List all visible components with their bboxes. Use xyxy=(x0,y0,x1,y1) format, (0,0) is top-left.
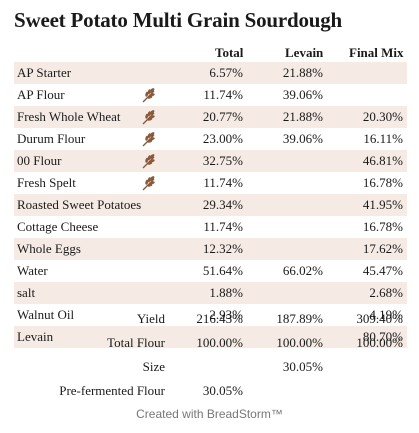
ingredient-row: Cottage Cheese 11.74% 16.78% xyxy=(14,216,407,238)
summary-label: Total Flour xyxy=(107,335,165,350)
summary-row: Total Flour 100.00% 100.00% 100.00% xyxy=(14,332,407,354)
total-value: 6.57% xyxy=(209,65,243,80)
ingredient-row: 00 Flour 32.75% 46.81% xyxy=(14,150,407,172)
ingredient-row: Roasted Sweet Potatoes 29.34% 41.95% xyxy=(14,194,407,216)
wheat-icon xyxy=(142,88,155,103)
levain-value: 187.89% xyxy=(276,311,323,326)
levain-value: 30.05% xyxy=(282,359,323,374)
summary-row: Yield 216.43% 187.89% 309.40% xyxy=(14,308,407,330)
ingredient-name: Fresh Whole Wheat xyxy=(17,109,121,124)
summary-label: Size xyxy=(142,359,165,374)
levain-value: 39.06% xyxy=(282,131,323,146)
ingredient-row: Fresh Whole Wheat 20.77% 21.88% 20.30% xyxy=(14,106,407,128)
footer-credit: Created with BreadStorm™ xyxy=(136,407,283,421)
levain-value: 39.06% xyxy=(282,87,323,102)
ingredient-row: Whole Eggs 12.32% 17.62% xyxy=(14,238,407,260)
wheat-icon xyxy=(142,154,155,169)
total-value: 11.74% xyxy=(203,219,243,234)
ingredient-name: Durum Flour xyxy=(17,131,86,146)
total-value: 20.77% xyxy=(202,109,243,124)
levain-value: 66.02% xyxy=(282,263,323,278)
final-mix-value: 20.30% xyxy=(362,109,403,124)
total-value: 11.74% xyxy=(203,87,243,102)
ingredient-row: Levain 80.70% xyxy=(14,326,407,348)
wheat-icon xyxy=(142,110,155,125)
total-value: 29.34% xyxy=(202,197,243,212)
total-value: 30.05% xyxy=(202,383,243,398)
total-value: 216.43% xyxy=(196,311,243,326)
final-mix-value: 16.78% xyxy=(362,219,403,234)
recipe-title: Sweet Potato Multi Grain Sourdough xyxy=(14,8,343,32)
wheat-icon xyxy=(142,132,155,147)
ingredient-row: AP Starter 6.57% 21.88% xyxy=(14,62,407,84)
ingredient-name: salt xyxy=(17,285,36,300)
ingredient-row: Durum Flour 23.00% 39.06% 16.11% xyxy=(14,128,407,150)
total-value: 51.64% xyxy=(202,263,243,278)
levain-value: 21.88% xyxy=(282,65,323,80)
total-value: 100.00% xyxy=(196,335,243,350)
summary-label: Pre-fermented Flour xyxy=(59,383,165,398)
ingredient-name: 00 Flour xyxy=(17,153,62,168)
ingredient-name: Walnut Oil xyxy=(17,307,75,322)
header-total: Total xyxy=(215,45,244,60)
final-mix-value: 4.19% xyxy=(369,307,403,322)
total-value: 12.32% xyxy=(202,241,243,256)
levain-value: 100.00% xyxy=(276,335,323,350)
final-mix-value: 46.81% xyxy=(362,153,403,168)
ingredient-name: AP Flour xyxy=(17,87,65,102)
wheat-icon xyxy=(142,176,155,191)
ingredient-name: Fresh Spelt xyxy=(17,175,76,190)
final-mix-value: 100.00% xyxy=(356,335,403,350)
ingredient-row: Walnut Oil 2.93% 4.19% xyxy=(14,304,407,326)
ingredient-name: Levain xyxy=(17,329,54,344)
header-levain: Levain xyxy=(285,45,324,60)
final-mix-value: 17.62% xyxy=(362,241,403,256)
total-value: 11.74% xyxy=(203,175,243,190)
summary-row: Pre-fermented Flour 30.05% xyxy=(14,380,407,402)
summary-label: Yield xyxy=(136,311,165,326)
summary-row: Size 30.05% xyxy=(14,356,407,378)
final-mix-value: 2.68% xyxy=(369,285,403,300)
final-mix-value: 45.47% xyxy=(362,263,403,278)
ingredient-name: Whole Eggs xyxy=(17,241,81,256)
total-value: 32.75% xyxy=(202,153,243,168)
ingredient-row: Water 51.64% 66.02% 45.47% xyxy=(14,260,407,282)
final-mix-value: 80.70% xyxy=(362,329,403,344)
final-mix-value: 41.95% xyxy=(362,197,403,212)
ingredient-name: Water xyxy=(17,263,48,278)
final-mix-value: 16.78% xyxy=(362,175,403,190)
ingredient-row: salt 1.88% 2.68% xyxy=(14,282,407,304)
ingredient-name: AP Starter xyxy=(17,65,72,80)
final-mix-value: 16.11% xyxy=(363,131,403,146)
ingredient-name: Cottage Cheese xyxy=(17,219,99,234)
total-value: 1.88% xyxy=(209,285,243,300)
total-value: 2.93% xyxy=(209,307,243,322)
final-mix-value: 309.40% xyxy=(356,311,403,326)
ingredient-table: AP Starter 6.57% 21.88% AP Flour 11.74% 39.0… xyxy=(14,62,407,348)
header-final-mix: Final Mix xyxy=(349,45,404,60)
levain-value: 21.88% xyxy=(282,109,323,124)
total-value: 23.00% xyxy=(202,131,243,146)
ingredient-row: AP Flour 11.74% 39.06% xyxy=(14,84,407,106)
ingredient-row: Fresh Spelt 11.74% 16.78% xyxy=(14,172,407,194)
ingredient-name: Roasted Sweet Potatoes xyxy=(17,197,142,212)
